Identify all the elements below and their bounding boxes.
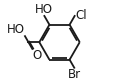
Text: O: O — [32, 49, 42, 62]
Text: HO: HO — [6, 23, 24, 36]
Text: Br: Br — [67, 68, 80, 81]
Text: Cl: Cl — [74, 9, 86, 22]
Text: HO: HO — [35, 3, 53, 16]
